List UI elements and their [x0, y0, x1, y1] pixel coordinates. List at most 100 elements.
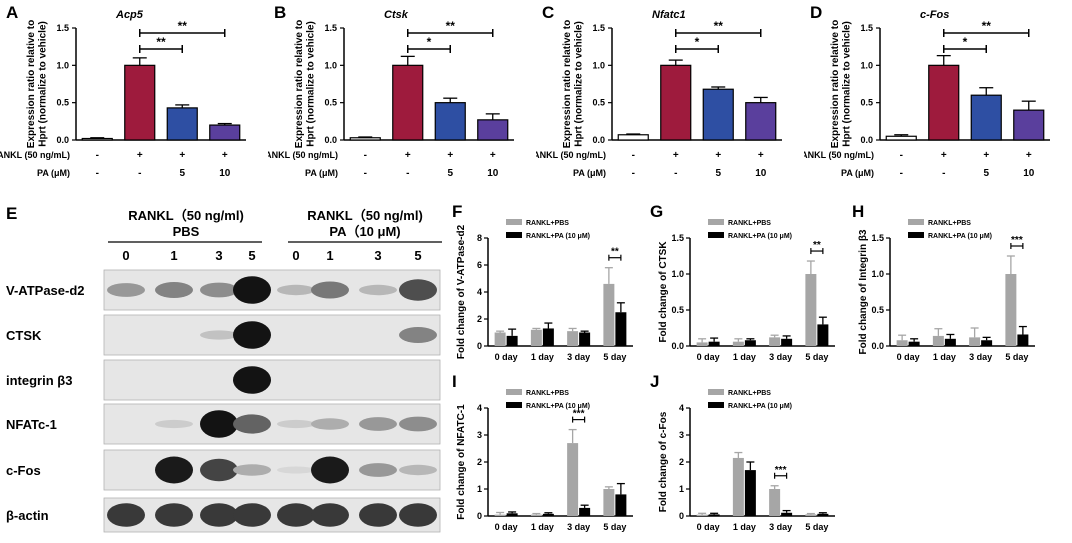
x-tick-label: 3 day [567, 522, 590, 532]
blot-band [311, 456, 349, 484]
blot-band [359, 503, 397, 527]
y-axis-label-line2: Hprt (normalize to vehicle) [38, 21, 49, 147]
y-axis-label: Expression ratio relative toHprt (normal… [830, 20, 853, 148]
pa-sign: - [674, 168, 677, 179]
ctsk-fold-chart: RANKL+PBS RANKL+PA (10 μM) Fold change of … [658, 219, 835, 362]
y-axis-label-line2: Hprt (normalize to vehicle) [574, 21, 585, 147]
day-label: 3 [215, 248, 222, 263]
x-tick-label: 3 day [769, 522, 792, 532]
y-axis-label-line1: Expression ratio relative to [562, 20, 573, 148]
bar [542, 513, 554, 516]
blot-band [155, 456, 193, 484]
x-tick-label: 5 day [805, 522, 828, 532]
bar [477, 119, 509, 141]
day-label: 1 [170, 248, 177, 263]
y-tick-label: 4 [679, 403, 684, 413]
legend-swatch-pbs [506, 389, 522, 395]
y-tick-label: 2 [477, 314, 482, 324]
bar [805, 274, 817, 346]
significance-label: *** [573, 409, 585, 420]
bar [1005, 274, 1017, 346]
bar [769, 489, 781, 516]
legend-swatch-pa [506, 232, 522, 238]
legend-swatch-pbs [708, 389, 724, 395]
group2-subheader: PA（10 μM) [329, 224, 400, 239]
bar [124, 64, 156, 141]
x-tick-label: 1 day [531, 522, 554, 532]
bar [769, 337, 781, 346]
blot-band [399, 279, 437, 301]
y-axis-label-line1: Expression ratio relative to [294, 20, 305, 148]
y-tick-label: 0.0 [56, 135, 69, 145]
blot-band [359, 284, 397, 296]
blot-band [233, 503, 271, 527]
gene-title: Nfatc1 [652, 9, 686, 21]
bar [542, 328, 554, 346]
rankl-sign: + [222, 150, 228, 161]
panel-h: H RANKL+PBS RANKL+PA (10 μM) Fold change o… [848, 198, 1072, 368]
bar [579, 332, 591, 346]
x-tick-label: 1 day [531, 352, 554, 362]
significance-label: ** [813, 240, 821, 251]
blot-row-label: c-Fos [6, 463, 41, 478]
rankl-sign: + [490, 150, 496, 161]
ctsk-chart: Ctsk Expression ratio relative toHprt (no… [259, 9, 514, 179]
panel-label: D [810, 3, 823, 22]
panel-d: D c-Fos Expression ratio relative toHprt … [795, 0, 1072, 190]
y-tick-label: 0.5 [871, 305, 884, 315]
y-tick-label: 2 [679, 457, 684, 467]
x-tick-label: 5 day [603, 522, 626, 532]
rankl-row-label: RANKL (50 ng/mL) [804, 150, 874, 160]
day-label: 3 [374, 248, 381, 263]
bar [702, 88, 734, 141]
y-tick-label: 0.5 [671, 305, 684, 315]
bar [579, 507, 591, 516]
legend-label-pa: RANKL+PA (10 μM) [728, 233, 792, 240]
pa-sign: - [138, 168, 141, 179]
y-axis-label-line2: Hprt (normalize to vehicle) [306, 21, 317, 147]
bar [530, 514, 542, 516]
gene-title: c-Fos [920, 9, 949, 21]
pa-sign: - [406, 168, 409, 179]
x-tick-label: 0 day [697, 522, 720, 532]
bar [434, 102, 466, 141]
blot-band [155, 282, 193, 298]
blot-band [155, 503, 193, 527]
blot-band [233, 321, 271, 349]
group1-subheader: PBS [173, 224, 200, 239]
legend-label-pa: RANKL+PA (10 μM) [526, 233, 590, 240]
significance-label: * [963, 35, 968, 49]
bar [928, 64, 960, 141]
bar [885, 135, 917, 141]
rankl-sign: + [179, 150, 185, 161]
y-tick-label: 1.0 [860, 60, 873, 70]
x-tick-label: 0 day [495, 352, 518, 362]
group1-header: RANKL（50 ng/ml) [128, 208, 244, 223]
pa-sign: 5 [715, 168, 721, 179]
y-axis-label-line1: Expression ratio relative to [26, 20, 37, 148]
day-label: 0 [292, 248, 299, 263]
blot-strip [103, 314, 441, 356]
group2-header: RANKL（50 ng/ml) [307, 208, 423, 223]
y-tick-label: 3 [477, 430, 482, 440]
blot-band [107, 283, 145, 297]
y-axis-label: Expression ratio relative toHprt (normal… [294, 20, 317, 148]
legend-swatch-pbs [506, 219, 522, 225]
y-axis-label: Expression ratio relative toHprt (normal… [26, 20, 49, 148]
pa-row-label: PA (μM) [573, 168, 606, 178]
rankl-sign: - [364, 150, 367, 161]
blot-band [399, 327, 437, 343]
y-tick-label: 1.0 [592, 60, 605, 70]
bar [970, 94, 1002, 141]
y-axis-label: Fold change of NFATC-1 [456, 404, 467, 520]
bar [1017, 334, 1029, 346]
rankl-sign: - [632, 150, 635, 161]
blot-band [233, 276, 271, 304]
significance-label: * [695, 35, 700, 49]
bar [567, 331, 579, 346]
y-tick-label: 0.5 [324, 98, 337, 108]
bar [617, 134, 649, 141]
y-tick-label: 0.0 [592, 135, 605, 145]
panel-label: F [452, 202, 463, 221]
blot-band [233, 366, 271, 394]
